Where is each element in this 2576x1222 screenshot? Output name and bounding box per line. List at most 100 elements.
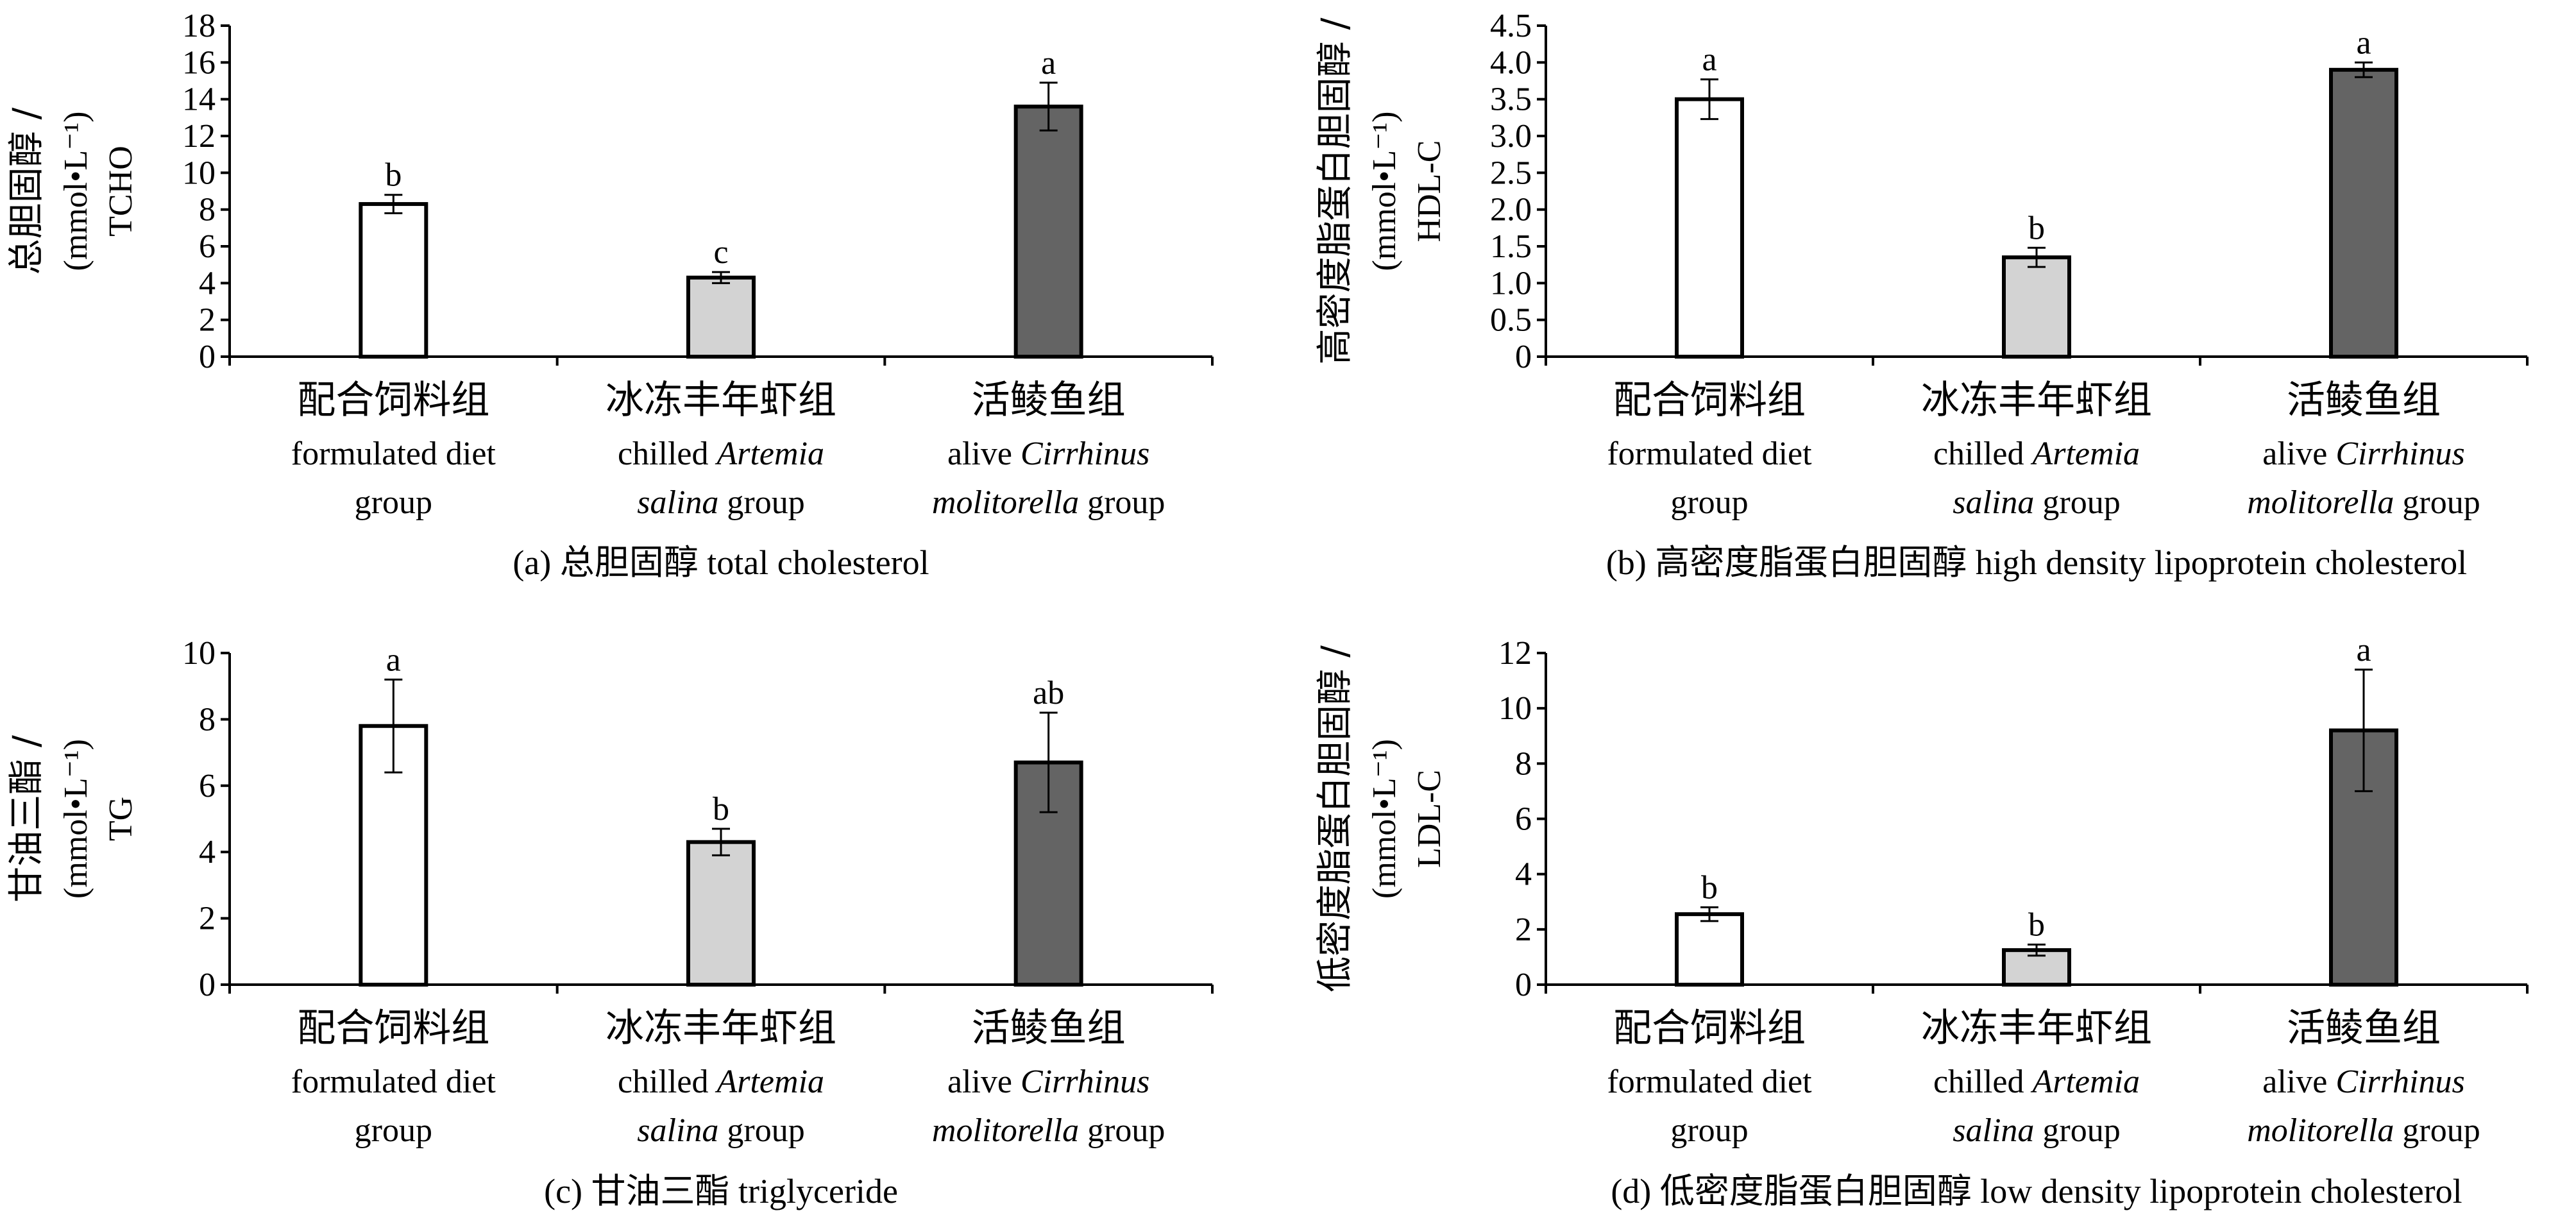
category-label-en-text: group: [2034, 484, 2120, 521]
category-label-cn: 配合饲料组: [297, 1006, 489, 1051]
category-label-cn: 活鲮鱼组: [972, 378, 1126, 423]
category-label-en-italic: salina: [637, 1112, 718, 1149]
y-axis-label: 甘油三酯 /: [6, 735, 47, 903]
y-tick-label: 0.5: [1490, 302, 1532, 339]
category-label-en: chilled Artemia: [618, 436, 824, 472]
y-tick-label: 4.0: [1490, 44, 1532, 81]
category-label-en-text: chilled: [618, 1064, 717, 1100]
y-tick-label: 18: [182, 8, 216, 44]
bar: [1013, 105, 1083, 359]
y-tick-label: 10: [182, 155, 216, 191]
y-axis-label: 低密度脂蛋白胆固醇 /: [1314, 645, 1356, 992]
y-tick-label: 8: [1515, 745, 1532, 782]
significance-label: ab: [1033, 675, 1064, 711]
category-label-cn: 冰冻丰年虾组: [606, 378, 836, 423]
y-axis-label: (mmol•L⁻¹): [58, 112, 94, 271]
category-label-en: alive Cirrhinus: [2262, 1064, 2464, 1100]
category-label-en: alive Cirrhinus: [947, 1064, 1149, 1100]
significance-label: a: [2356, 24, 2371, 61]
y-tick-label: 2.0: [1490, 192, 1532, 228]
y-axis-label: 总胆固醇 /: [6, 108, 47, 275]
y-axis-label: 高密度脂蛋白胆固醇 /: [1314, 18, 1356, 365]
y-tick-label: 4: [199, 834, 216, 870]
significance-label: a: [386, 641, 401, 678]
bar: [2002, 255, 2071, 359]
panel-caption: (c) 甘油三酯 triglyceride: [544, 1172, 898, 1210]
category-label-en-line2: salina group: [637, 484, 804, 521]
significance-label: a: [2356, 632, 2371, 668]
category-label-cn: 配合饲料组: [1613, 1006, 1806, 1051]
y-tick-label: 6: [199, 228, 216, 265]
significance-label: b: [1701, 869, 1718, 906]
category-label-en-italic: Cirrhinus: [2335, 1064, 2464, 1100]
category-label-en: formulated diet: [291, 436, 496, 472]
y-tick-label: 4.5: [1490, 8, 1532, 44]
category-label-cn: 配合饲料组: [297, 378, 489, 423]
panel-caption: (d) 低密度脂蛋白胆固醇 low density lipoprotein ch…: [1611, 1172, 2462, 1210]
y-tick-label: 10: [1498, 690, 1532, 727]
category-label-en: alive Cirrhinus: [2262, 436, 2464, 472]
category-label-en-text: alive: [2262, 1064, 2335, 1100]
category-label-en: chilled Artemia: [1933, 1064, 2140, 1100]
category-label-en-line2: salina group: [1953, 484, 2120, 521]
category-label-en: formulated diet: [1607, 436, 1812, 472]
category-label-en-text: group: [1079, 484, 1165, 521]
chart-panel-b: 00.51.01.52.02.53.03.54.04.5 a b a 配合饲料组 form…: [1314, 8, 2529, 582]
category-label-en-line2: group: [1670, 484, 1748, 521]
category-label-cn: 活鲮鱼组: [972, 1006, 1126, 1051]
category-label-en-text: group: [1670, 1112, 1748, 1149]
category-label-en-line2: group: [355, 1112, 432, 1149]
category-label-en-text: group: [2394, 484, 2480, 521]
category-label-en-line2: salina group: [1953, 1112, 2120, 1149]
category-label-cn: 冰冻丰年虾组: [1921, 378, 2152, 423]
y-axis-label: HDL-C: [1411, 140, 1448, 242]
y-tick-label: 2: [199, 901, 216, 937]
category-label-en-text: chilled: [618, 436, 717, 472]
y-axis-label: TG: [103, 797, 139, 841]
category-label-en-text: formulated diet: [1607, 1064, 1812, 1100]
category-label-en-text: group: [718, 1112, 804, 1149]
category-label-cn: 配合饲料组: [1613, 378, 1806, 423]
y-tick-label: 4: [199, 265, 216, 301]
category-label-en-italic: Artemia: [715, 1064, 824, 1100]
category-label-en-italic: molitorella: [2247, 484, 2394, 521]
bar: [2329, 67, 2398, 359]
category-label-en-text: alive: [947, 1064, 1021, 1100]
category-label-en-line2: group: [1670, 1112, 1748, 1149]
significance-label: b: [2028, 210, 2045, 246]
significance-label: b: [2028, 907, 2045, 944]
chart-panel-d: 0 2 4 6 8 10 12 b b a 配合饲料组 formulated diet group 冰冻丰…: [1314, 632, 2529, 1210]
category-label-en-line2: molitorella group: [932, 1112, 1165, 1149]
y-tick-label: 12: [182, 118, 216, 155]
y-tick-label: 3.5: [1490, 81, 1532, 118]
y-tick-label: 0: [1515, 967, 1532, 1003]
category-label-en-line2: molitorella group: [932, 484, 1165, 521]
category-label-en-italic: molitorella: [932, 1112, 1079, 1149]
category-label-en: formulated diet: [291, 1064, 496, 1100]
y-tick-label: 0: [1515, 339, 1532, 375]
category-label-en-italic: Artemia: [715, 436, 824, 472]
y-axis-label: (mmol•L⁻¹): [1366, 739, 1403, 899]
category-label-en-text: group: [718, 484, 804, 521]
bar: [1675, 912, 1744, 987]
category-label-en-text: formulated diet: [291, 436, 496, 472]
y-axis-label: LDL-C: [1411, 770, 1448, 868]
category-label-cn: 活鲮鱼组: [2287, 378, 2441, 423]
significance-label: b: [385, 157, 402, 194]
y-tick-label: 6: [199, 768, 216, 804]
significance-label: a: [1702, 42, 1716, 78]
category-label-en-italic: molitorella: [932, 484, 1079, 521]
category-label-en-text: group: [2034, 1112, 2120, 1149]
y-tick-label: 12: [1498, 635, 1532, 672]
y-tick-label: 0: [199, 339, 216, 375]
category-label-en: formulated diet: [1607, 1064, 1812, 1100]
significance-label: a: [1041, 45, 1056, 81]
category-label-en: alive Cirrhinus: [947, 436, 1149, 472]
category-label-en-text: group: [1670, 484, 1748, 521]
category-label-cn: 冰冻丰年虾组: [1921, 1006, 2152, 1051]
y-tick-label: 8: [199, 701, 216, 738]
category-label-en-line2: molitorella group: [2247, 484, 2480, 521]
category-label-en-italic: Cirrhinus: [1021, 1064, 1149, 1100]
category-label-en-text: group: [1079, 1112, 1165, 1149]
